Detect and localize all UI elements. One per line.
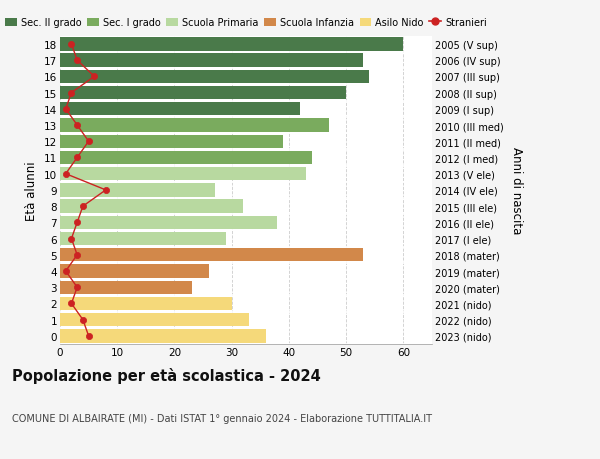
Bar bbox=[60, 168, 306, 181]
Bar bbox=[60, 87, 346, 100]
Bar bbox=[60, 54, 364, 67]
Bar bbox=[60, 119, 329, 132]
Bar bbox=[60, 103, 301, 116]
Bar bbox=[60, 200, 243, 213]
Bar bbox=[60, 297, 232, 310]
Legend: Sec. II grado, Sec. I grado, Scuola Primaria, Scuola Infanzia, Asilo Nido, Stran: Sec. II grado, Sec. I grado, Scuola Prim… bbox=[1, 14, 491, 32]
Bar bbox=[60, 232, 226, 246]
Bar bbox=[60, 216, 277, 230]
Bar bbox=[60, 313, 249, 327]
Bar bbox=[60, 281, 191, 294]
Bar bbox=[60, 135, 283, 149]
Bar bbox=[60, 38, 403, 51]
Bar bbox=[60, 330, 266, 343]
Y-axis label: Anni di nascita: Anni di nascita bbox=[510, 147, 523, 234]
Bar bbox=[60, 151, 312, 165]
Bar bbox=[60, 265, 209, 278]
Bar bbox=[60, 71, 369, 84]
Bar bbox=[60, 249, 364, 262]
Y-axis label: Età alunni: Età alunni bbox=[25, 161, 38, 220]
Bar bbox=[60, 184, 215, 197]
Text: Popolazione per età scolastica - 2024: Popolazione per età scolastica - 2024 bbox=[12, 367, 321, 383]
Text: COMUNE DI ALBAIRATE (MI) - Dati ISTAT 1° gennaio 2024 - Elaborazione TUTTITALIA.: COMUNE DI ALBAIRATE (MI) - Dati ISTAT 1°… bbox=[12, 413, 432, 423]
